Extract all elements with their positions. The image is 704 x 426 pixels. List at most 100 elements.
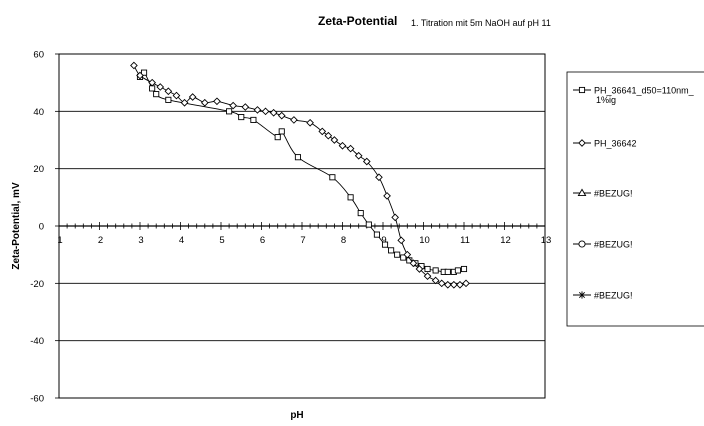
x-tick-label: 6 [260, 235, 265, 246]
legend-label-line: PH_36641_d50=110nm_ [594, 86, 695, 96]
data-point [136, 71, 144, 80]
x-tick-label: 3 [138, 235, 143, 246]
data-point [388, 247, 395, 254]
data-point [365, 221, 372, 228]
data-point [403, 250, 412, 259]
legend-marker [578, 86, 586, 94]
series-line [133, 65, 467, 286]
data-point [250, 116, 257, 123]
data-point [238, 114, 245, 121]
data-point [443, 280, 452, 289]
legend-label: #BEZUG! [594, 240, 633, 250]
y-axis-label: Zeta-Potential, mV [11, 182, 22, 270]
x-tick-label: 9 [381, 235, 386, 246]
legend-item: PH_36642 [573, 139, 637, 149]
data-point [213, 97, 221, 106]
star-stroke [578, 291, 586, 299]
x-tick-label: 1 [57, 235, 62, 246]
legend-marker [578, 139, 586, 147]
data-point [381, 241, 389, 248]
data-point [437, 279, 446, 288]
x-tick-label: 13 [541, 235, 552, 246]
data-point [329, 174, 336, 181]
data-point [294, 154, 302, 161]
data-point [172, 91, 181, 100]
data-point [241, 103, 250, 111]
series-1 [136, 69, 468, 275]
legend-label: PH_36642 [594, 139, 637, 149]
x-tick-label: 11 [460, 235, 470, 246]
data-point [357, 210, 364, 217]
y-tick-label: -20 [30, 279, 44, 290]
data-point [164, 87, 173, 96]
data-point [373, 231, 380, 238]
data-point [424, 265, 431, 273]
data-point [290, 116, 298, 124]
data-point [431, 276, 440, 285]
data-point [330, 136, 339, 144]
x-tick-label: 2 [98, 235, 103, 246]
x-tick-label: 8 [341, 235, 346, 246]
legend-item: #BEZUG! [573, 291, 633, 301]
data-point [460, 265, 468, 273]
legend-label: #BEZUG! [594, 291, 633, 301]
data-point [400, 254, 407, 261]
legend-label: PH_36641_d50=110nm_ 1%ig [594, 86, 695, 106]
data-point [394, 251, 401, 258]
data-point [456, 280, 464, 289]
data-point [229, 101, 237, 110]
data-point [318, 127, 327, 136]
y-tick-label: 0 [39, 222, 44, 233]
data-point [274, 134, 281, 141]
y-tick-label: -60 [30, 394, 44, 405]
data-point [165, 96, 172, 103]
x-axis-label: pH [290, 410, 303, 421]
x-tick-label: 5 [219, 235, 224, 246]
data-point [269, 108, 278, 117]
data-point [362, 157, 371, 166]
y-tick-label: 40 [33, 107, 44, 118]
data-point [354, 151, 363, 160]
data-point [188, 93, 197, 101]
data-point [226, 108, 233, 115]
data-point [261, 107, 270, 116]
data-point [444, 268, 451, 275]
data-point [140, 69, 148, 76]
y-tick-label: 60 [33, 50, 44, 61]
data-point [156, 83, 165, 91]
data-point [200, 98, 209, 107]
data-point [149, 85, 156, 92]
data-point [153, 91, 160, 98]
legend-item: #BEZUG! [573, 240, 633, 250]
data-point [278, 128, 285, 135]
data-point [180, 98, 189, 107]
data-point [375, 173, 383, 182]
data-point [432, 267, 439, 274]
chart-title: Zeta-Potential [318, 14, 398, 28]
legend-item: #BEZUG! [573, 189, 633, 199]
y-tick-label: 20 [33, 164, 44, 175]
y-tick-label: -40 [30, 336, 44, 347]
legend-marker [578, 291, 586, 299]
data-point [346, 144, 355, 153]
legend: PH_36641_d50=110nm_ 1%ig PH_36642 #BEZUG! #B… [566, 71, 704, 327]
data-point [454, 267, 461, 274]
data-point [462, 279, 470, 288]
legend-marker [577, 188, 587, 197]
data-point [347, 194, 354, 201]
chart-subtitle: 1. Titration mit 5m NaOH auf pH 11 [411, 18, 551, 28]
x-tick-label: 4 [179, 235, 184, 246]
legend-marker [578, 240, 586, 248]
data-point [383, 192, 391, 200]
data-point [450, 280, 458, 289]
data-point [391, 213, 399, 222]
x-tick-label: 12 [500, 235, 511, 246]
series-2 [130, 61, 470, 289]
x-tick-label: 7 [300, 235, 305, 246]
data-point [409, 259, 418, 268]
legend-label: #BEZUG! [594, 189, 633, 199]
data-point [338, 141, 347, 150]
legend-item: PH_36641_d50=110nm_ 1%ig [573, 86, 695, 106]
